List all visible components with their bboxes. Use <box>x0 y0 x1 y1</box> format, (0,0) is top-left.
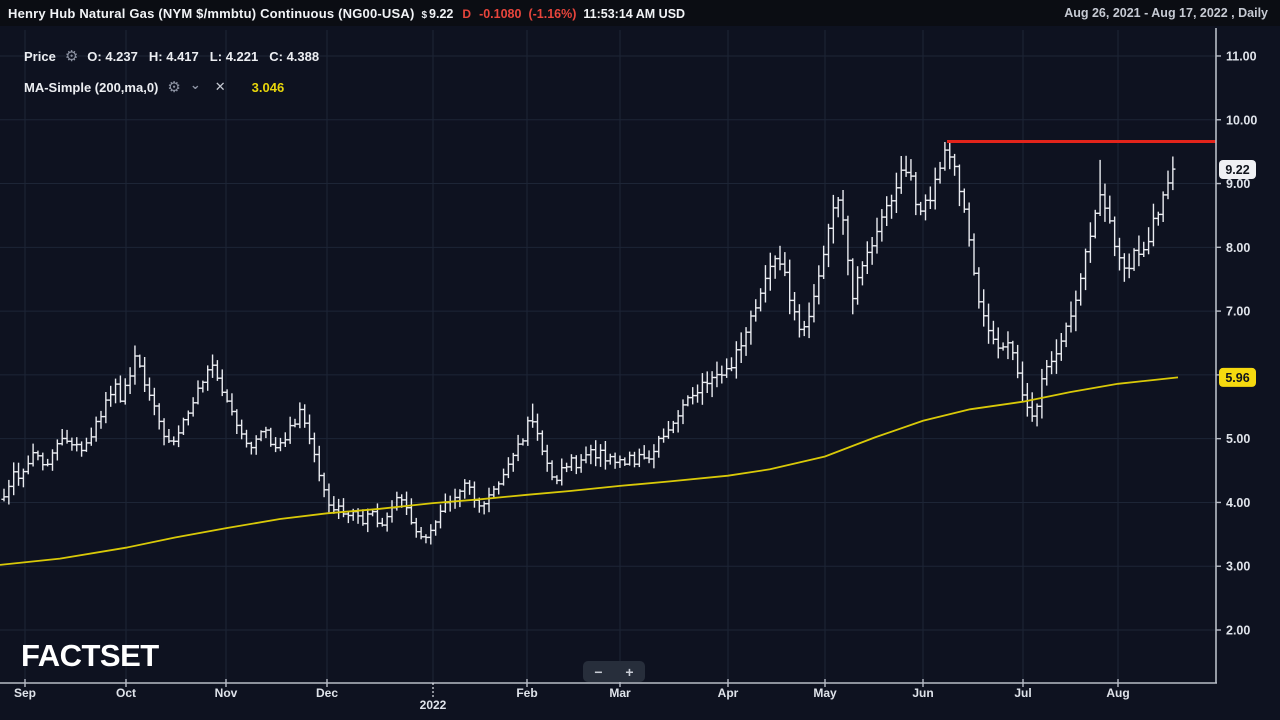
zoom-in-button[interactable]: + <box>619 665 639 679</box>
chart-legend: Price ⚙ O: 4.237 H: 4.417 L: 4.221 C: 4.… <box>24 46 330 108</box>
currency-symbol: $ <box>421 9 428 21</box>
svg-text:Dec: Dec <box>316 686 338 700</box>
close-value: C: 4.388 <box>269 48 320 64</box>
svg-text:3.00: 3.00 <box>1226 560 1250 574</box>
remove-series-icon[interactable]: ✕ <box>214 79 226 94</box>
svg-text:9.22: 9.22 <box>1225 163 1249 177</box>
svg-text:Nov: Nov <box>215 686 238 700</box>
svg-text:8.00: 8.00 <box>1226 241 1250 255</box>
svg-text:Apr: Apr <box>718 686 739 700</box>
last-price-axis-badge: 9.22 <box>1219 160 1256 180</box>
low-value: L: 4.221 <box>209 48 259 64</box>
time-axis[interactable]: Sep Oct Nov Dec 2022 Feb Mar Apr May Jun Jul Aug <box>14 679 1130 712</box>
ma-line <box>0 376 1179 566</box>
svg-text:5.96: 5.96 <box>1225 371 1249 385</box>
ma-series-label: MA-Simple (200,ma,0) <box>24 79 159 95</box>
svg-text:Jul: Jul <box>1014 686 1031 700</box>
frequency-flag: D <box>462 6 472 21</box>
svg-text:Mar: Mar <box>609 686 631 700</box>
ma-axis-badge: 5.96 <box>1219 367 1256 387</box>
price-axis[interactable]: 2.003.004.005.006.007.008.009.0010.0011.… <box>1216 49 1257 638</box>
svg-text:2022: 2022 <box>420 698 447 712</box>
ohlc-bars[interactable] <box>1 140 1176 545</box>
chevron-down-icon[interactable]: ⌄ <box>189 77 201 92</box>
factset-logo: FACTSET <box>21 638 159 673</box>
svg-text:Aug: Aug <box>1106 686 1129 700</box>
svg-text:Feb: Feb <box>516 686 537 700</box>
price-change-percent: (-1.16%) <box>528 6 577 21</box>
open-value: O: 4.237 <box>87 48 138 64</box>
last-price: 9.22 <box>429 6 454 21</box>
ma-settings-gear-icon[interactable]: ⚙ <box>167 79 181 96</box>
svg-text:9.00: 9.00 <box>1226 177 1250 191</box>
price-series-label: Price <box>24 48 56 64</box>
header-bar: Henry Hub Natural Gas (NYM $/mmbtu) Cont… <box>0 0 1280 26</box>
svg-text:10.00: 10.00 <box>1226 113 1257 127</box>
quote-strip: Henry Hub Natural Gas (NYM $/mmbtu) Cont… <box>8 6 685 21</box>
ma-current-value: 3.046 <box>251 79 285 95</box>
ma-legend-row: MA-Simple (200,ma,0) ⚙ ⌄ ✕ 3.046 <box>24 77 330 97</box>
svg-text:11.00: 11.00 <box>1226 49 1257 63</box>
svg-text:Jun: Jun <box>912 686 933 700</box>
svg-text:Sep: Sep <box>14 686 36 700</box>
svg-text:5.00: 5.00 <box>1226 432 1250 446</box>
instrument-title: Henry Hub Natural Gas (NYM $/mmbtu) Cont… <box>8 5 415 21</box>
price-legend-row: Price ⚙ O: 4.237 H: 4.417 L: 4.221 C: 4.… <box>24 46 330 66</box>
price-settings-gear-icon[interactable]: ⚙ <box>64 48 79 65</box>
svg-text:7.00: 7.00 <box>1226 305 1250 319</box>
svg-text:2.00: 2.00 <box>1226 624 1250 638</box>
price-change: -0.1080 <box>479 6 522 21</box>
grid <box>0 30 1216 683</box>
high-value: H: 4.417 <box>148 48 199 64</box>
zoom-out-button[interactable]: − <box>588 665 608 679</box>
svg-text:Oct: Oct <box>116 686 136 700</box>
quote-time: 11:53:14 AM USD <box>583 6 686 21</box>
svg-text:4.00: 4.00 <box>1226 496 1250 510</box>
date-range-control[interactable]: Aug 26, 2021 - Aug 17, 2022 , Daily <box>1064 6 1268 20</box>
zoom-controls: − + <box>583 661 645 682</box>
svg-text:May: May <box>813 686 837 700</box>
axes <box>0 28 1217 684</box>
